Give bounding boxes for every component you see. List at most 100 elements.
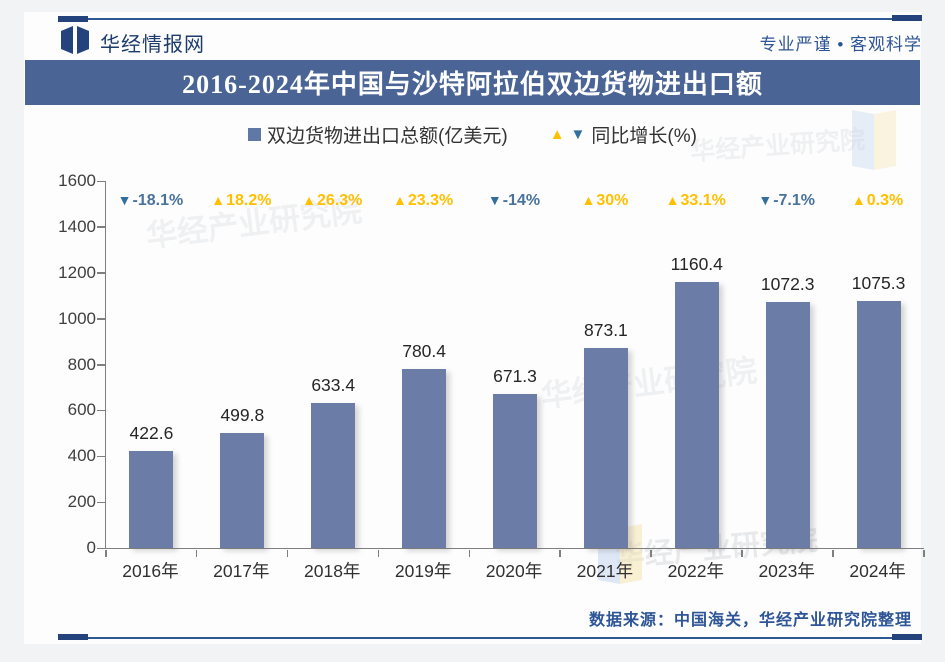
y-axis-label: 800 [67,354,96,374]
growth-label: ▲26.3% [287,192,378,210]
growth-label: ▲18.2% [196,192,287,210]
top-divider [58,18,922,20]
bar-value-label: 1075.3 [851,273,906,294]
growth-label: ▲0.3% [832,192,923,210]
bar-2016年 [129,451,174,548]
legend-item-growth: ▲ ▼ 同比增长(%) [550,121,697,148]
y-axis-label: 1600 [58,171,96,190]
bars-layer: 422.6 499.8 633.4 780.4 671.3 873.1 1160.4 1072… [106,181,924,548]
bar-2024年 [856,301,901,548]
x-tick-mark [377,550,380,557]
triangle-up-icon: ▲ [302,192,316,208]
growth-percent-text: -7.1% [773,192,815,209]
bar-series-marker-icon [248,128,262,141]
data-source: 数据来源：中国海关，华经产业研究院整理 [588,612,912,629]
y-axis-labels: 0 200 400 600 800 1000 1200 1400 1600 [8,171,96,557]
title-bar: 2016-2024年中国与沙特阿拉伯双边货物进出口额 [25,60,920,105]
x-tick-mark [195,550,198,557]
triangle-up-icon: ▲ [549,126,565,143]
header: 华经情报网 专业严谨 • 客观科学 [60,25,922,59]
x-axis-label: 2018年 [304,561,361,581]
growth-percent-text: 23.3% [407,192,454,209]
legend: 双边货物进出口总额(亿美元) ▲ ▼ 同比增长(%) [0,121,945,148]
brand-logo-icon [60,25,90,59]
bar-value-label: 499.8 [220,405,265,426]
bar-2017年 [220,433,265,548]
x-tick-mark [105,550,107,557]
bar-column: 1075.3 [833,181,924,548]
legend-growth-label: 同比增长(%) [591,126,697,147]
y-tick-mark [97,364,105,366]
y-axis-label: 400 [67,446,96,466]
bar-2020年 [493,394,537,548]
x-tick-mark [468,550,471,557]
bottom-divider-cap-right [892,634,922,640]
bar-column: 873.1 [560,181,651,548]
growth-percent-text: -14% [502,192,541,209]
y-tick-mark [97,409,105,412]
growth-percent-text: 0.3% [866,192,904,209]
bottom-divider-cap-left [58,634,88,640]
x-tick-mark [650,550,652,557]
growth-percent-text: 30% [596,192,629,209]
triangle-up-icon: ▲ [851,192,866,208]
x-tick-mark [832,550,834,557]
y-axis-label: 1200 [58,262,96,282]
y-tick-mark [97,547,105,549]
x-axis-label: 2017年 [213,561,270,581]
bar-2018年 [311,402,356,548]
triangle-up-icon: ▲ [393,192,407,208]
triangle-up-icon: ▲ [581,192,596,208]
bar-value-label: 671.3 [493,366,537,387]
y-axis-label: 1400 [58,216,96,236]
triangle-down-icon: ▼ [117,192,132,208]
bar-column: 780.4 [379,181,470,548]
growth-percent-text: 33.1% [680,192,726,209]
x-axis-labels: 2016年 2017年 2018年 2019年 2020年 2021年 2022年 2023年… [105,558,923,583]
bar-value-label: 873.1 [584,319,628,340]
x-axis-label: 2019年 [394,561,452,581]
growth-percent-text: 26.3% [316,192,363,209]
legend-bar-label: 双边货物进出口总额(亿美元) [267,126,508,147]
x-axis-label: 2021年 [576,561,634,581]
growth-label: ▼-14% [469,192,560,210]
bar-value-label: 1072.3 [760,274,815,295]
bar-column: 499.8 [197,181,288,548]
growth-row: ▼-18.1% ▲18.2% ▲26.3% ▲23.3% ▼-14% ▲30% ▲33.1%… [105,192,923,210]
y-tick-mark [97,226,105,228]
triangle-up-icon: ▲ [211,192,226,208]
y-tick-mark [97,501,105,504]
growth-label: ▲30% [559,192,650,210]
triangle-up-icon: ▲ [665,192,680,208]
bar-value-label: 780.4 [402,341,447,361]
growth-label: ▲33.1% [650,192,741,210]
top-divider-cap-left [58,16,88,22]
growth-label: ▼-7.1% [741,192,832,210]
bar-2023年 [765,302,810,548]
bar-value-label: 633.4 [311,374,356,395]
brand: 华经情报网 [60,25,205,59]
bar-value-label: 1160.4 [670,253,723,274]
chart-title: 2016-2024年中国与沙特阿拉伯双边货物进出口额 [182,70,763,99]
triangle-down-icon: ▼ [758,192,773,208]
growth-label: ▼-18.1% [105,192,196,210]
y-axis-label: 600 [67,400,96,420]
y-ticks [97,180,924,549]
x-axis-label: 2020年 [485,561,543,581]
bar-column: 1160.4 [651,181,742,548]
bar-column: 671.3 [470,181,561,548]
triangle-down-icon: ▼ [570,126,586,143]
bar-column: 1072.3 [742,181,833,548]
y-axis-label: 200 [67,492,96,512]
bar-column: 422.6 [106,181,197,548]
top-divider-cap-right [892,15,922,21]
y-tick-mark [97,180,105,182]
y-tick-mark [97,318,105,320]
growth-percent-text: 18.2% [226,192,272,209]
bar-value-label: 422.6 [129,423,174,444]
x-axis-label: 2024年 [849,561,906,581]
x-ticks [105,549,925,557]
y-axis-label: 1000 [58,308,96,328]
x-axis-label: 2016年 [122,561,179,581]
growth-label: ▲23.3% [378,192,469,210]
